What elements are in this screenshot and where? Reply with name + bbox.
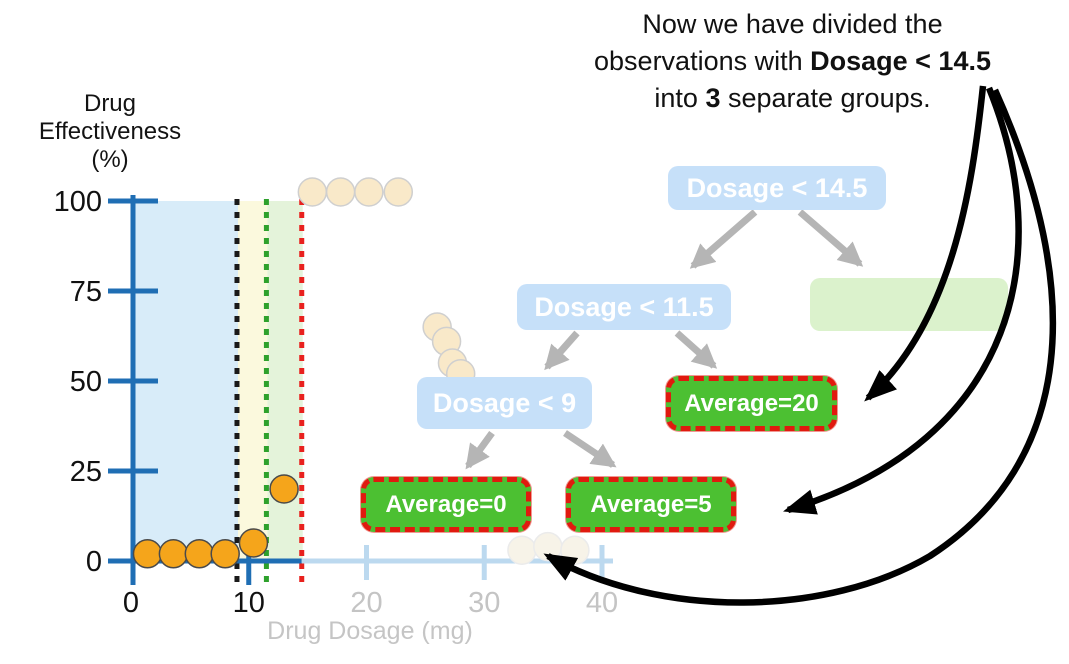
- points-observed: [132, 474, 299, 569]
- data-point: [383, 177, 414, 207]
- data-point: [297, 177, 328, 207]
- branch-d115-to-avg20: [674, 330, 718, 369]
- data-point: [269, 474, 299, 504]
- tree-node-dosage-lt-11-5: Dosage < 11.5: [517, 284, 731, 330]
- data-point: [184, 539, 215, 569]
- data-point: [238, 528, 269, 558]
- scatter-plot: 0 25 50 75 100 0 10 20 30 40: [54, 177, 618, 619]
- data-point: [507, 535, 537, 565]
- x-tick-label-30: 30: [468, 587, 500, 619]
- x-tick-label-10: 10: [233, 587, 265, 619]
- y-axis-title: Drug Effectiveness (%): [38, 90, 182, 173]
- y-tick-label-75: 75: [70, 276, 102, 308]
- headline-line2: observations with Dosage < 14.5: [594, 46, 991, 76]
- branch-d9-to-avg5: [563, 430, 617, 468]
- x-tick-label-0: 0: [123, 587, 139, 619]
- data-point: [354, 177, 384, 207]
- points-faded_effect_low: [507, 531, 590, 565]
- y-tick-label-100: 100: [54, 186, 102, 218]
- headline-line3: into 3 separate groups.: [654, 83, 931, 113]
- tree-node-dosage-lt-14-5: Dosage < 14.5: [668, 166, 886, 210]
- y-tick-label-50: 50: [70, 366, 102, 398]
- branch-d9-to-avg0: [465, 430, 495, 470]
- tree-leaf-average-5: Average=5: [566, 477, 736, 532]
- branch-root-to-green-group: [797, 209, 864, 267]
- headline-line1: Now we have divided the: [642, 9, 943, 39]
- branch-d115-to-d9: [544, 330, 580, 371]
- x-axis-title: Drug Dosage (mg): [267, 617, 473, 645]
- data-point: [533, 531, 563, 562]
- data-point: [560, 535, 590, 565]
- y-tick-label-0: 0: [86, 546, 102, 578]
- x-tick-label-40: 40: [586, 587, 618, 619]
- group-11.5-to-14.5: [267, 201, 303, 561]
- data-point: [210, 539, 240, 569]
- data-point: [132, 539, 163, 569]
- points-faded_effect_100: [297, 177, 414, 207]
- branch-root-to-d115: [689, 209, 758, 269]
- tree-node-group-placeholder: [810, 278, 1008, 331]
- tree-leaf-average-0: Average=0: [361, 477, 531, 532]
- y-tick-label-25: 25: [70, 456, 102, 488]
- data-point: [325, 177, 356, 207]
- headline-text: Now we have divided the observations wit…: [520, 6, 1065, 117]
- data-point: [158, 539, 189, 569]
- tree-leaf-average-20: Average=20: [666, 376, 837, 431]
- tree-node-dosage-lt-9: Dosage < 9: [417, 377, 592, 429]
- x-tick-label-20: 20: [350, 587, 382, 619]
- group-9-to-11.5: [237, 201, 268, 561]
